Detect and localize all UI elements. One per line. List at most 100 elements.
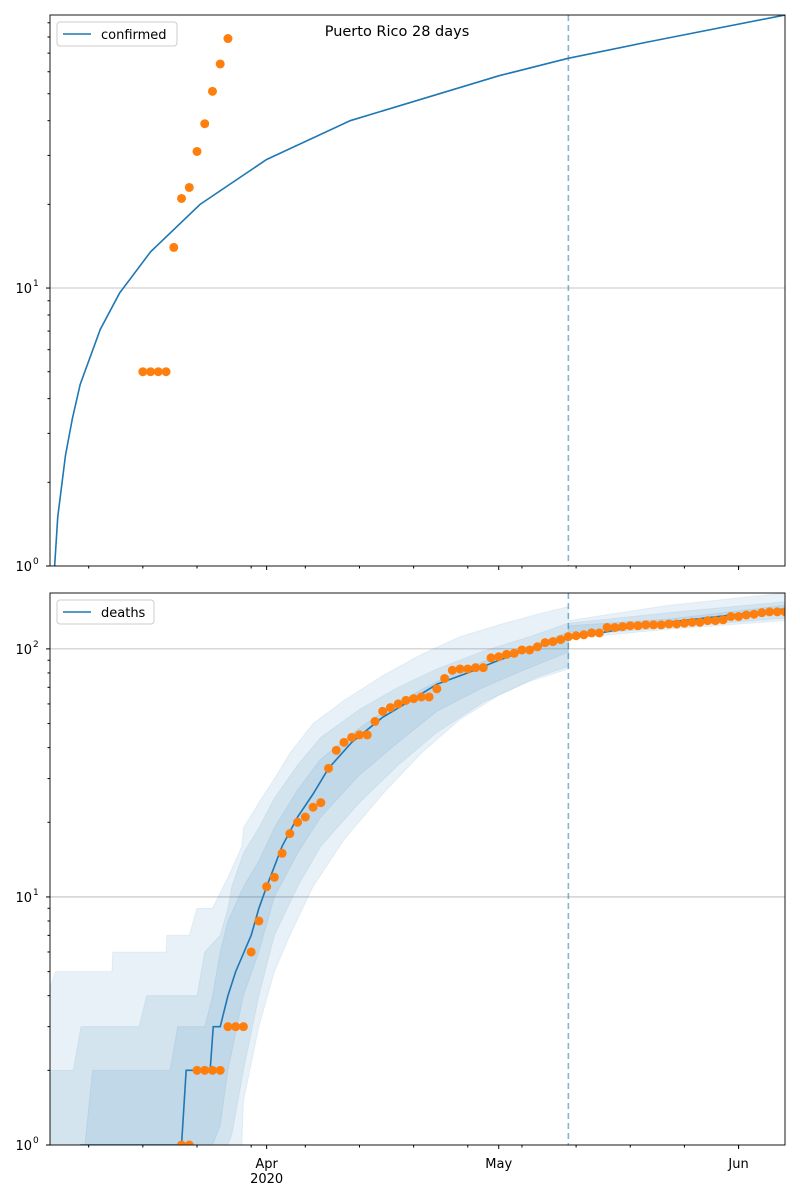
observed-point xyxy=(184,1140,194,1145)
x-tick-label: Jun xyxy=(727,1157,748,1172)
axes-frame xyxy=(49,592,786,1146)
observed-point xyxy=(579,630,589,640)
observed-point xyxy=(416,692,426,702)
observed-point xyxy=(656,620,666,630)
observed-point xyxy=(540,638,550,648)
observed-point xyxy=(231,1022,241,1032)
observed-point xyxy=(401,695,411,705)
observed-point xyxy=(324,763,334,773)
y-tick-exponent: 1 xyxy=(33,279,39,289)
observed-point xyxy=(757,608,767,618)
observed-point xyxy=(254,916,264,926)
observed-point xyxy=(409,694,419,704)
observed-point xyxy=(718,615,728,625)
observed-point xyxy=(207,1065,217,1075)
observed-point xyxy=(223,34,233,44)
observed-point xyxy=(741,610,751,620)
observed-point xyxy=(300,812,310,822)
observed-point xyxy=(532,642,542,652)
y-tick-label: 10 xyxy=(15,1139,32,1154)
observed-point xyxy=(633,621,643,631)
y-tick-label: 10 xyxy=(15,560,32,575)
x-tick-year-label: 2020 xyxy=(250,1172,283,1187)
observed-point xyxy=(440,673,450,683)
observed-point xyxy=(378,706,388,716)
observed-point xyxy=(293,817,303,827)
observed-point xyxy=(556,635,566,645)
observed-point xyxy=(215,1065,225,1075)
observed-point xyxy=(370,716,380,726)
axes-frame xyxy=(49,14,786,567)
observed-point xyxy=(463,664,473,674)
observed-point xyxy=(695,617,705,627)
observed-point xyxy=(679,618,689,628)
observed-point xyxy=(571,631,581,641)
observed-point xyxy=(563,632,573,642)
legend-box xyxy=(56,21,178,47)
observed-point xyxy=(610,622,620,632)
legend-label: confirmed xyxy=(101,28,167,43)
y-tick-exponent: 0 xyxy=(33,1136,39,1146)
observed-point xyxy=(625,621,635,631)
x-tick-label: Apr xyxy=(255,1157,278,1172)
observed-point xyxy=(385,703,395,713)
y-tick-label: 10 xyxy=(15,282,32,297)
legend: confirmed xyxy=(56,21,178,47)
observed-point xyxy=(494,652,504,662)
y-tick-label: 10 xyxy=(15,891,32,906)
observed-point xyxy=(246,947,256,957)
observed-point xyxy=(316,798,326,808)
observed-point xyxy=(177,1140,187,1145)
chart-title: Puerto Rico 28 days xyxy=(325,24,470,40)
observed-point xyxy=(269,872,279,882)
observed-point xyxy=(734,612,744,622)
observed-point xyxy=(618,622,628,632)
observed-point xyxy=(641,620,651,630)
observed-point xyxy=(146,367,156,377)
y-tick-exponent: 2 xyxy=(33,640,39,650)
observed-point xyxy=(765,607,775,617)
observed-point xyxy=(331,745,341,755)
observed-point xyxy=(362,730,372,740)
observed-point xyxy=(548,637,558,647)
observed-point xyxy=(710,616,720,626)
observed-point xyxy=(138,367,148,377)
legend: deaths xyxy=(56,599,155,625)
observed-point xyxy=(455,664,465,674)
observed-point xyxy=(486,653,496,663)
observed-point xyxy=(432,684,442,694)
observed-point xyxy=(184,182,194,192)
observed-point xyxy=(215,59,225,69)
observed-point xyxy=(703,616,713,626)
observed-point xyxy=(393,699,403,709)
observed-point xyxy=(169,242,179,252)
observed-point xyxy=(308,802,318,812)
observed-point xyxy=(161,367,171,377)
observed-point xyxy=(517,645,527,655)
observed-point xyxy=(354,730,364,740)
observed-point xyxy=(192,1065,202,1075)
legend-label: deaths xyxy=(101,606,146,621)
y-tick-label: 10 xyxy=(15,643,32,658)
observed-point xyxy=(501,649,511,659)
confidence-band-outer xyxy=(50,593,785,1145)
observed-point xyxy=(648,620,658,630)
observed-point xyxy=(672,619,682,629)
x-tick-label: May xyxy=(485,1157,512,1172)
observed-point xyxy=(153,367,163,377)
observed-point xyxy=(277,848,287,858)
observed-point xyxy=(780,607,785,617)
observed-point xyxy=(192,146,202,156)
observed-point xyxy=(587,628,597,638)
observed-point xyxy=(424,692,434,702)
plot-area xyxy=(50,15,785,566)
observed-point xyxy=(478,663,488,673)
observed-point xyxy=(200,119,210,129)
observed-point xyxy=(772,607,782,617)
observed-point xyxy=(223,1022,233,1032)
model-line-confirmed xyxy=(53,15,785,566)
observed-point xyxy=(749,609,759,619)
confidence-band-inner xyxy=(84,604,785,1145)
